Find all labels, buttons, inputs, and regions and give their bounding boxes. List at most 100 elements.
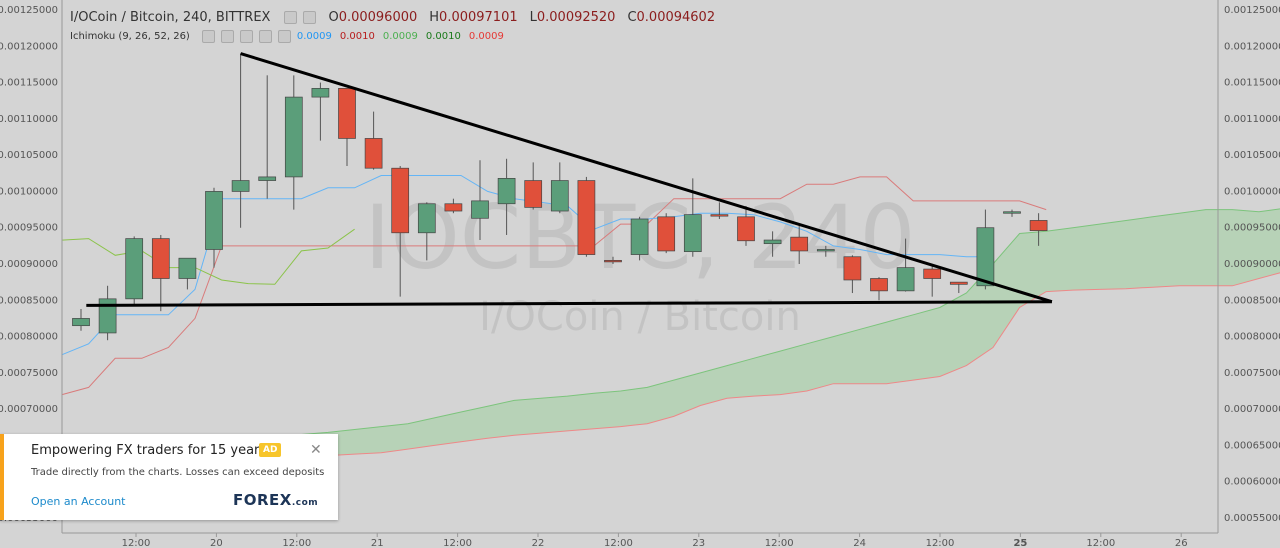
x-tick-label: 12:00 bbox=[282, 538, 311, 548]
time-axis[interactable]: 12:00 20 12:00 21 12:00 22 12:00 23 12:00 24 12:00… bbox=[122, 533, 1188, 548]
candle-body bbox=[923, 268, 942, 279]
y-tick-label: 0.00125000 bbox=[1224, 5, 1280, 16]
candles bbox=[72, 53, 1048, 341]
x-tick-label: 24 bbox=[853, 538, 866, 548]
y-tick-label: 0.00085000 bbox=[1224, 295, 1280, 306]
candle-body bbox=[391, 167, 410, 234]
symbol-row: I/OCoin / Bitcoin, 240, BITTREX O0.00096… bbox=[70, 10, 721, 25]
x-tick-label: 25 bbox=[1013, 538, 1027, 548]
candle-body bbox=[1003, 211, 1021, 214]
forex-logo[interactable]: FOREX.com bbox=[233, 491, 319, 509]
candle-body bbox=[524, 180, 543, 208]
candle-body bbox=[417, 203, 436, 234]
candle-body bbox=[737, 216, 755, 242]
candle-body bbox=[72, 318, 90, 327]
candle-body bbox=[231, 180, 250, 192]
y-tick-label: 0.00070000 bbox=[1224, 404, 1280, 415]
visibility-toggle-icon[interactable] bbox=[284, 11, 298, 24]
y-tick-label: 0.00070000 bbox=[0, 404, 58, 415]
candle-body bbox=[471, 200, 489, 219]
candle-body bbox=[284, 96, 303, 178]
y-tick-label: 0.00110000 bbox=[0, 114, 58, 125]
trendline bbox=[86, 300, 1052, 307]
candle-body bbox=[976, 227, 995, 287]
candle-body bbox=[604, 260, 622, 263]
x-tick-label: 12:00 bbox=[765, 538, 794, 548]
y-tick-label: 0.00085000 bbox=[0, 295, 58, 306]
candle-body bbox=[683, 214, 702, 253]
x-tick-label: 12:00 bbox=[926, 538, 955, 548]
y-tick-label: 0.00105000 bbox=[0, 150, 58, 161]
ad-close-icon[interactable]: ✕ bbox=[310, 442, 322, 458]
price-axis-right[interactable]: 0.00125000 0.00120000 0.00115000 0.00110000… bbox=[1224, 5, 1280, 524]
candle-body bbox=[444, 203, 463, 212]
y-tick-label: 0.00060000 bbox=[1224, 477, 1280, 488]
candle-body bbox=[258, 176, 277, 181]
indicator-row: Ichimoku (9, 26, 52, 26) 0.0009 0.0010 0.0… bbox=[70, 30, 721, 43]
candle-body bbox=[98, 298, 117, 334]
y-tick-label: 0.00100000 bbox=[1224, 186, 1280, 197]
y-tick-label: 0.00065000 bbox=[1224, 440, 1280, 451]
x-tick-label: 20 bbox=[210, 538, 223, 548]
indicator-source-icon[interactable] bbox=[239, 30, 253, 43]
y-tick-label: 0.00090000 bbox=[1224, 259, 1280, 270]
ohlc-close: C0.00094602 bbox=[627, 10, 716, 25]
candle-body bbox=[816, 249, 835, 252]
indicator-value-2: 0.0009 bbox=[382, 31, 418, 42]
chikou-line bbox=[61, 228, 355, 285]
chart-legend: I/OCoin / Bitcoin, 240, BITTREX O0.00096… bbox=[70, 10, 721, 43]
y-tick-label: 0.00120000 bbox=[1224, 41, 1280, 52]
ad-subtitle: Trade directly from the charts. Losses c… bbox=[31, 467, 325, 478]
ohlc-low: L0.00092520 bbox=[529, 10, 616, 25]
candle-body bbox=[657, 216, 676, 252]
ad-badge: AD bbox=[259, 443, 282, 457]
kijun-line bbox=[61, 176, 1047, 396]
indicator-value-1: 0.0010 bbox=[339, 31, 375, 42]
candle-body bbox=[870, 278, 888, 292]
candle-body bbox=[151, 238, 170, 279]
candle-body bbox=[710, 214, 729, 217]
x-tick-label: 23 bbox=[692, 538, 705, 548]
ohlc-high: H0.00097101 bbox=[429, 10, 518, 25]
trendline bbox=[240, 52, 1053, 304]
ad-banner[interactable]: Empowering FX traders for 15 years AD ✕ … bbox=[0, 434, 338, 520]
x-tick-label: 12:00 bbox=[604, 538, 633, 548]
candle-body bbox=[896, 267, 915, 292]
candle-body bbox=[577, 180, 596, 255]
indicator-value-3: 0.0010 bbox=[425, 31, 461, 42]
candle-body bbox=[790, 236, 809, 252]
y-tick-label: 0.00075000 bbox=[0, 368, 58, 379]
watermark-name: I/OCoin / Bitcoin bbox=[479, 294, 801, 340]
candle-body bbox=[763, 239, 782, 245]
candle-body bbox=[550, 180, 569, 212]
open-account-link[interactable]: Open an Account bbox=[31, 495, 126, 508]
candle-body bbox=[1029, 220, 1048, 231]
kumo-fill bbox=[62, 208, 1280, 459]
settings-icon[interactable] bbox=[303, 11, 317, 24]
y-tick-label: 0.00110000 bbox=[1224, 114, 1280, 125]
candle-body bbox=[364, 138, 383, 169]
indicator-eye-icon[interactable] bbox=[201, 30, 215, 43]
y-tick-label: 0.00125000 bbox=[0, 5, 58, 16]
candle-body bbox=[630, 218, 649, 255]
x-tick-label: 12:00 bbox=[443, 538, 472, 548]
ohlc-open: O0.00096000 bbox=[328, 10, 418, 25]
indicator-settings-icon[interactable] bbox=[220, 30, 234, 43]
indicator-close-icon[interactable] bbox=[277, 30, 291, 43]
y-tick-label: 0.00080000 bbox=[1224, 332, 1280, 343]
candle-body bbox=[497, 178, 516, 205]
symbol-title: I/OCoin / Bitcoin, 240, BITTREX bbox=[70, 10, 271, 25]
y-tick-label: 0.00120000 bbox=[0, 41, 58, 52]
candle-body bbox=[949, 281, 968, 285]
y-tick-label: 0.00115000 bbox=[0, 78, 58, 89]
candle-body bbox=[843, 256, 862, 281]
indicator-add-icon[interactable] bbox=[258, 30, 272, 43]
y-tick-label: 0.00100000 bbox=[0, 186, 58, 197]
y-tick-label: 0.00075000 bbox=[1224, 368, 1280, 379]
y-tick-label: 0.00095000 bbox=[1224, 223, 1280, 234]
x-tick-label: 21 bbox=[371, 538, 384, 548]
x-tick-label: 22 bbox=[532, 538, 545, 548]
y-tick-label: 0.00115000 bbox=[1224, 78, 1280, 89]
candle-body bbox=[311, 88, 330, 98]
